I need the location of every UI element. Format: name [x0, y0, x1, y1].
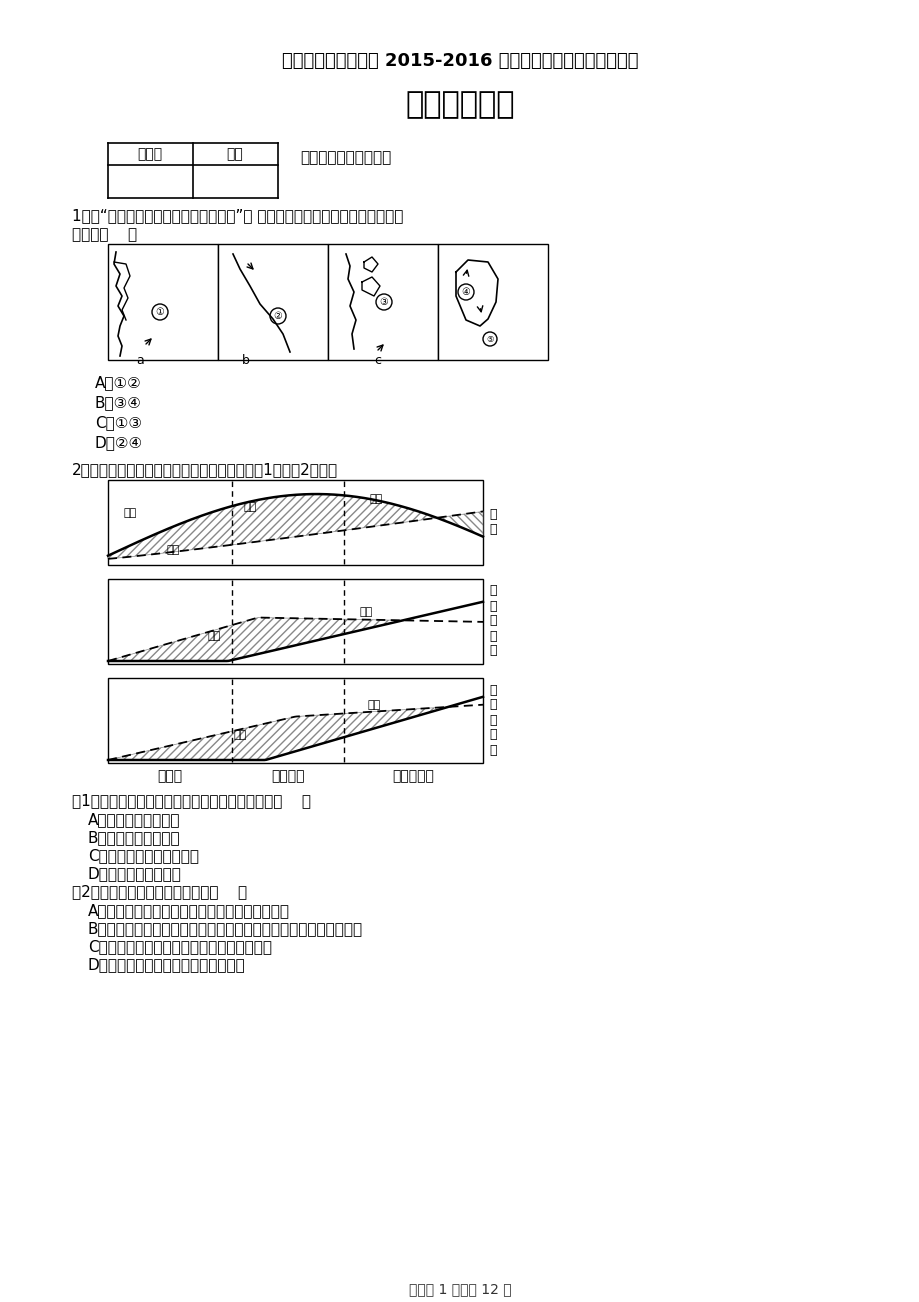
Text: B．发达国家转移污染: B．发达国家转移污染 — [88, 829, 180, 845]
Text: 发
展
中
国
家: 发 展 中 国 家 — [489, 684, 496, 756]
Text: 试卷第 1 页，总 12 页: 试卷第 1 页，总 12 页 — [408, 1282, 511, 1295]
Text: 出口: 出口 — [368, 700, 380, 710]
Text: a: a — [136, 354, 143, 367]
Text: 2、下图是电视机产品生产周期模式图，回答（1）～（2）题。: 2、下图是电视机产品生产周期模式图，回答（1）～（2）题。 — [72, 462, 338, 477]
Text: A．新产品阶段产品生产与消费地主要集中在美国: A．新产品阶段产品生产与消费地主要集中在美国 — [88, 904, 289, 918]
Text: ⑤: ⑤ — [486, 335, 494, 344]
Text: 进口: 进口 — [369, 493, 382, 504]
Text: 进口: 进口 — [233, 730, 246, 740]
Text: 生产: 生产 — [123, 508, 137, 518]
Text: 美
国: 美 国 — [489, 508, 496, 536]
Text: 吉林市第一中学中学 2015-2016 下学期期末试卷高二地理试题: 吉林市第一中学中学 2015-2016 下学期期末试卷高二地理试题 — [281, 52, 638, 70]
Text: b: b — [242, 354, 250, 367]
Text: 评卷人: 评卷人 — [137, 147, 163, 161]
Text: c: c — [374, 354, 381, 367]
Bar — [108, 480, 482, 565]
Text: C．①③: C．①③ — [95, 415, 142, 430]
Text: B．③④: B．③④ — [95, 395, 142, 410]
Text: 得分: 得分 — [226, 147, 244, 161]
Text: ②: ② — [273, 311, 282, 322]
Text: （1）在电视机生产周期中，该产业不断转移表明（    ）: （1）在电视机生产周期中，该产业不断转移表明（ ） — [72, 793, 311, 809]
Bar — [218, 243, 328, 359]
Bar — [108, 243, 218, 359]
Text: D．技术的影响在加强: D．技术的影响在加强 — [88, 866, 182, 881]
Bar — [108, 678, 482, 763]
Text: D．发达国家的生产量总是大于消费量: D．发达国家的生产量总是大于消费量 — [88, 957, 245, 973]
Text: D．②④: D．②④ — [95, 435, 143, 450]
Text: C．发展中国家劳动力雇价: C．发展中国家劳动力雇价 — [88, 848, 199, 863]
Text: ③: ③ — [380, 297, 388, 307]
Text: A．交通通信日益重要: A．交通通信日益重要 — [88, 812, 180, 827]
Text: 新产品: 新产品 — [157, 769, 182, 783]
Text: 其
他
发
达
家: 其 他 发 达 家 — [489, 585, 496, 658]
Text: B．成熟产品阶段该产业实施转移，其主要投资对象为其他发达国家: B．成熟产品阶段该产业实施转移，其主要投资对象为其他发达国家 — [88, 921, 363, 936]
Text: （2）与图中内容不相符的表述是（    ）: （2）与图中内容不相符的表述是（ ） — [72, 884, 247, 898]
Text: 标准化产品: 标准化产品 — [392, 769, 434, 783]
Text: 一、单项选择（注释）: 一、单项选择（注释） — [300, 150, 391, 165]
Text: 成熟产品: 成熟产品 — [271, 769, 304, 783]
Text: 高二地理试题: 高二地理试题 — [404, 90, 515, 118]
Text: 1、读“世界四大渔场与洋流分布示意图”， 图中序号所示的大渔场中，位于太平: 1、读“世界四大渔场与洋流分布示意图”， 图中序号所示的大渔场中，位于太平 — [72, 208, 403, 223]
Bar — [437, 243, 548, 359]
Text: 消费: 消费 — [166, 546, 179, 555]
Text: A．①②: A．①② — [95, 375, 142, 391]
Text: C．标准化产品阶段该产业向发展中国家转移: C．标准化产品阶段该产业向发展中国家转移 — [88, 939, 272, 954]
Bar — [108, 579, 482, 664]
Text: ④: ④ — [461, 286, 470, 297]
Text: 洋的有（    ）: 洋的有（ ） — [72, 227, 137, 242]
Text: 出口: 出口 — [359, 607, 372, 617]
Text: 进口: 进口 — [207, 631, 221, 641]
Bar — [328, 243, 437, 359]
Text: 出口: 出口 — [243, 503, 256, 512]
Text: ①: ① — [155, 307, 165, 316]
